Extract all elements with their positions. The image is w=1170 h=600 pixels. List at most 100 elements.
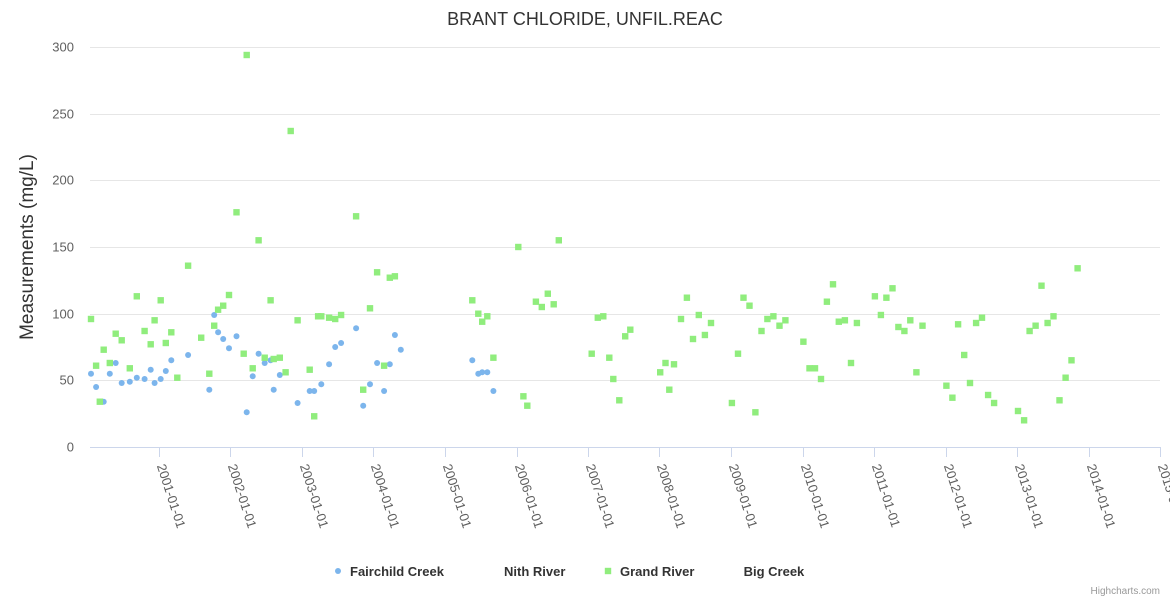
data-point[interactable] [100, 346, 107, 353]
data-point[interactable] [381, 388, 388, 394]
data-point[interactable] [666, 386, 673, 393]
data-point[interactable] [520, 393, 527, 400]
data-point[interactable] [490, 388, 497, 394]
data-point[interactable] [112, 330, 119, 337]
data-point[interactable] [1014, 407, 1022, 415]
data-point[interactable] [600, 313, 607, 320]
data-point[interactable] [627, 326, 634, 333]
data-point[interactable] [106, 359, 113, 367]
data-point[interactable] [184, 262, 192, 269]
data-point[interactable] [261, 360, 268, 366]
data-point[interactable] [141, 327, 148, 335]
data-point[interactable] [524, 402, 531, 409]
data-point[interactable] [949, 394, 956, 401]
data-point[interactable] [1038, 282, 1045, 289]
data-point[interactable] [515, 243, 522, 251]
data-point[interactable] [740, 294, 747, 301]
data-point[interactable] [391, 273, 399, 280]
data-point[interactable] [133, 293, 140, 300]
data-point[interactable] [919, 322, 926, 329]
data-point[interactable] [475, 310, 482, 317]
data-point[interactable] [907, 317, 914, 324]
data-point[interactable] [397, 346, 404, 353]
data-point[interactable] [168, 329, 175, 336]
data-point[interactable] [829, 281, 837, 288]
data-point[interactable] [367, 381, 373, 388]
data-point[interactable] [338, 340, 345, 346]
data-point[interactable] [162, 339, 169, 347]
data-point[interactable] [206, 386, 213, 393]
legend-item-big-creek[interactable]: Big Creek [731, 0, 805, 579]
data-point[interactable] [174, 374, 181, 381]
data-point[interactable] [270, 386, 277, 393]
legend-item-fairchild-creek[interactable]: Fairchild Creek [335, 564, 445, 579]
data-point[interactable] [954, 321, 962, 328]
data-point[interactable] [157, 376, 164, 382]
data-point[interactable] [220, 336, 227, 342]
data-point[interactable] [337, 311, 345, 319]
data-point[interactable] [243, 51, 250, 59]
data-point[interactable] [662, 359, 669, 367]
data-point[interactable] [112, 360, 119, 366]
data-point[interactable] [318, 381, 325, 388]
data-point[interactable] [380, 362, 388, 369]
data-point[interactable] [185, 352, 192, 358]
data-point[interactable] [1020, 417, 1028, 424]
data-point[interactable] [306, 388, 313, 394]
data-point[interactable] [1050, 313, 1057, 320]
legend-item-nith-river[interactable]: Nith River [492, 0, 565, 580]
data-point[interactable] [752, 409, 759, 416]
data-point[interactable] [276, 372, 283, 378]
data-point[interactable] [157, 297, 164, 304]
data-point[interactable] [352, 213, 360, 220]
data-point[interactable] [151, 380, 158, 386]
data-point[interactable] [484, 313, 491, 320]
data-point[interactable] [147, 341, 154, 348]
data-point[interactable] [1062, 374, 1069, 381]
data-point[interactable] [249, 365, 256, 372]
data-point[interactable] [126, 378, 133, 385]
data-point[interactable] [532, 298, 540, 305]
data-point[interactable] [373, 269, 381, 276]
data-point[interactable] [817, 375, 825, 383]
data-point[interactable] [226, 345, 232, 352]
data-point[interactable] [87, 315, 95, 323]
data-point[interactable] [374, 360, 381, 366]
data-point[interactable] [544, 290, 551, 297]
data-point[interactable] [282, 369, 289, 376]
data-point[interactable] [151, 317, 158, 324]
data-point[interactable] [990, 399, 998, 407]
data-point[interactable] [96, 398, 103, 405]
data-point[interactable] [255, 350, 262, 357]
data-point[interactable] [728, 399, 736, 407]
data-point[interactable] [233, 333, 240, 340]
data-point[interactable] [734, 350, 742, 357]
data-point[interactable] [206, 370, 213, 377]
data-point[interactable] [240, 350, 247, 357]
data-point[interactable] [270, 355, 277, 363]
data-point[interactable] [758, 327, 765, 335]
data-point[interactable] [594, 314, 601, 321]
data-point[interactable] [800, 338, 807, 345]
data-point[interactable] [311, 413, 318, 420]
data-point[interactable] [966, 379, 974, 387]
data-point[interactable] [889, 285, 896, 292]
data-point[interactable] [267, 297, 274, 304]
data-point[interactable] [978, 314, 986, 321]
data-point[interactable] [133, 374, 140, 381]
data-point[interactable] [770, 313, 777, 320]
data-point[interactable] [141, 376, 148, 382]
data-point[interactable] [220, 302, 227, 309]
data-point[interactable] [961, 351, 968, 359]
data-point[interactable] [469, 357, 476, 364]
data-point[interactable] [325, 314, 333, 321]
data-point[interactable] [984, 391, 992, 399]
data-point[interactable] [249, 373, 256, 380]
data-point[interactable] [853, 319, 861, 327]
data-point[interactable] [1056, 397, 1063, 404]
data-point[interactable] [276, 354, 283, 361]
data-point[interactable] [806, 365, 813, 372]
data-point[interactable] [895, 323, 902, 331]
data-point[interactable] [811, 365, 819, 372]
data-point[interactable] [287, 127, 294, 135]
